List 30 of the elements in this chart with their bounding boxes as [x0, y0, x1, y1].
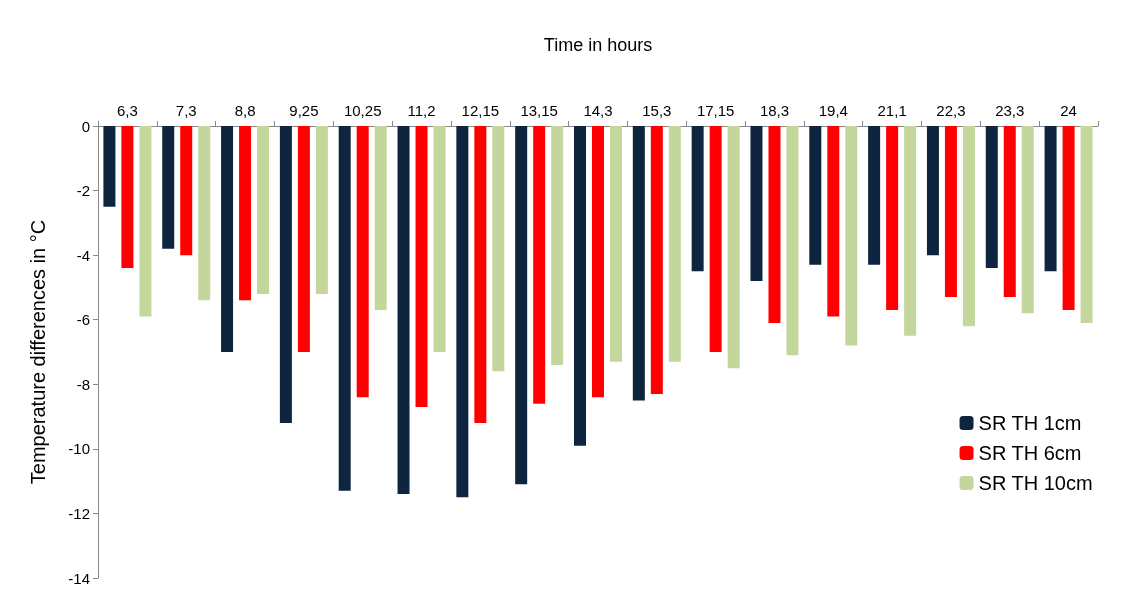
x-tick-label: 12,15	[461, 102, 500, 119]
x-tick-label: 21,1	[877, 102, 907, 119]
x-tick-label: 11,2	[407, 102, 436, 119]
y-tick-label: -12	[68, 504, 90, 522]
x-tick-label: 22,3	[936, 102, 966, 119]
x-axis-title: Time in hours	[543, 35, 653, 55]
x-tick-label: 24	[1060, 102, 1077, 119]
x-tick-label: 7,3	[175, 102, 197, 119]
x-tick-label: 14,3	[583, 102, 613, 119]
y-axis-title: Temperature differences in °C	[27, 219, 49, 485]
x-tick-label: 17,15	[696, 102, 735, 119]
x-tick-label: 23,3	[995, 102, 1025, 119]
legend-label: SR TH 10cm	[978, 472, 1093, 494]
y-tick-label: -10	[68, 440, 90, 458]
y-tick-label: -6	[76, 311, 90, 329]
y-tick-label: -8	[76, 375, 90, 393]
legend-label: SR TH 1cm	[978, 412, 1082, 434]
x-tick-label: 8,8	[234, 102, 256, 119]
x-tick-label: 9,25	[289, 102, 319, 119]
y-tick-label: -4	[76, 246, 90, 264]
y-tick-label: -14	[68, 569, 90, 587]
x-tick-label: 15,3	[642, 102, 672, 119]
legend-label: SR TH 6cm	[978, 442, 1082, 464]
x-tick-label: 13,15	[520, 102, 558, 119]
x-tick-label: 19,4	[818, 102, 848, 119]
y-tick-label: -2	[76, 182, 90, 200]
x-tick-label: 6,3	[116, 102, 138, 119]
y-tick-label: 0	[81, 117, 90, 135]
x-tick-label: 10,25	[343, 102, 382, 119]
x-tick-label: 18,3	[759, 102, 790, 119]
